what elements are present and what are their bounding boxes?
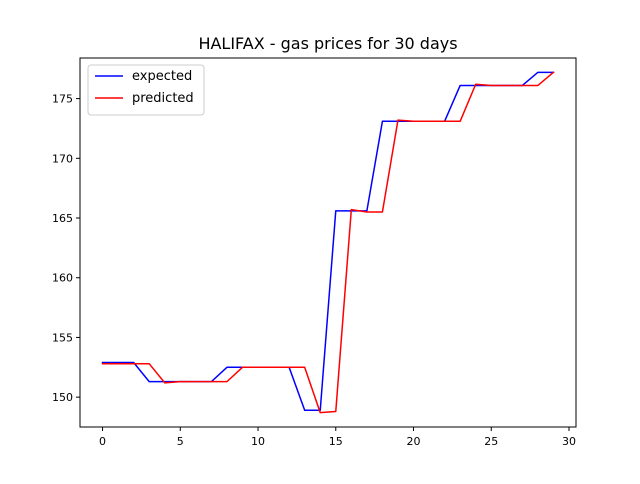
legend-label-expected: expected xyxy=(132,69,192,84)
chart-title: HALIFAX - gas prices for 30 days xyxy=(198,34,457,53)
plot-frame xyxy=(79,57,577,428)
series-lines xyxy=(101,71,555,414)
x-tick-label: 10 xyxy=(251,435,265,448)
legend: expected predicted xyxy=(87,64,205,116)
x-tick-label: 20 xyxy=(407,435,421,448)
y-tick-label: 165 xyxy=(52,212,73,225)
x-tick-label: 15 xyxy=(329,435,343,448)
axes: 0 5 10 15 20 25 30 150 155 160 165 170 175 xyxy=(52,93,576,448)
y-tick-label: 175 xyxy=(52,93,73,106)
legend-label-predicted: predicted xyxy=(132,91,194,106)
legend-box xyxy=(87,64,205,116)
x-tick-label: 25 xyxy=(484,435,498,448)
x-tick-label: 5 xyxy=(177,435,184,448)
x-tick-label: 0 xyxy=(99,435,106,448)
y-tick-label: 155 xyxy=(52,331,73,344)
y-tick-label: 170 xyxy=(52,152,73,165)
x-tick-label: 30 xyxy=(562,435,576,448)
y-tick-label: 150 xyxy=(52,391,73,404)
y-tick-label: 160 xyxy=(52,272,73,285)
series-line-predicted xyxy=(101,71,555,414)
